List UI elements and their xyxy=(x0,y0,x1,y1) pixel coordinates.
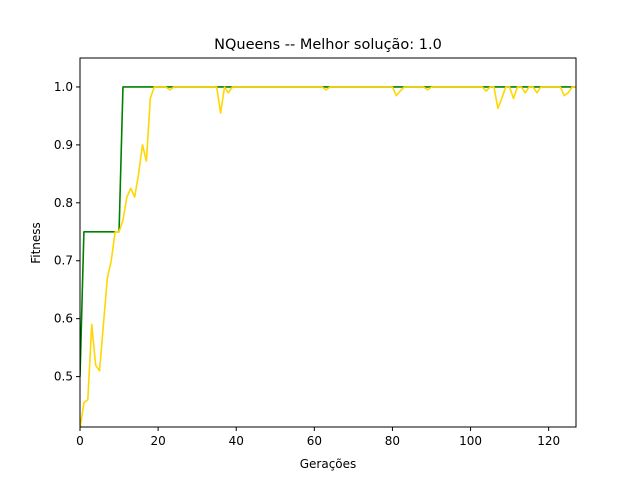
x-tick-label: 20 xyxy=(150,434,165,448)
x-tick-label: 60 xyxy=(307,434,322,448)
y-axis-label: Fitness xyxy=(29,222,43,264)
x-tick-label: 120 xyxy=(537,434,560,448)
chart-title: NQueens -- Melhor solução: 1.0 xyxy=(214,37,442,53)
y-tick-label: 0.8 xyxy=(54,196,73,210)
axes-frame xyxy=(79,57,577,428)
x-tick-label: 40 xyxy=(229,434,244,448)
x-tick-label: 80 xyxy=(385,434,400,448)
x-axis-label: Gerações xyxy=(300,457,357,471)
x-tick-label: 100 xyxy=(459,434,482,448)
plot-area xyxy=(80,86,576,427)
x-tick-label: 0 xyxy=(76,434,84,448)
y-tick-label: 0.5 xyxy=(54,370,73,384)
y-tick-label: 0.9 xyxy=(54,138,73,152)
y-axis: 0.5 0.6 0.7 0.8 0.9 1.0 xyxy=(54,80,80,384)
x-axis: 0 20 40 60 80 100 120 xyxy=(76,427,560,448)
y-tick-label: 0.7 xyxy=(54,254,73,268)
average-fitness-line xyxy=(80,86,576,427)
y-tick-label: 0.6 xyxy=(54,312,73,326)
y-tick-label: 1.0 xyxy=(54,80,73,94)
